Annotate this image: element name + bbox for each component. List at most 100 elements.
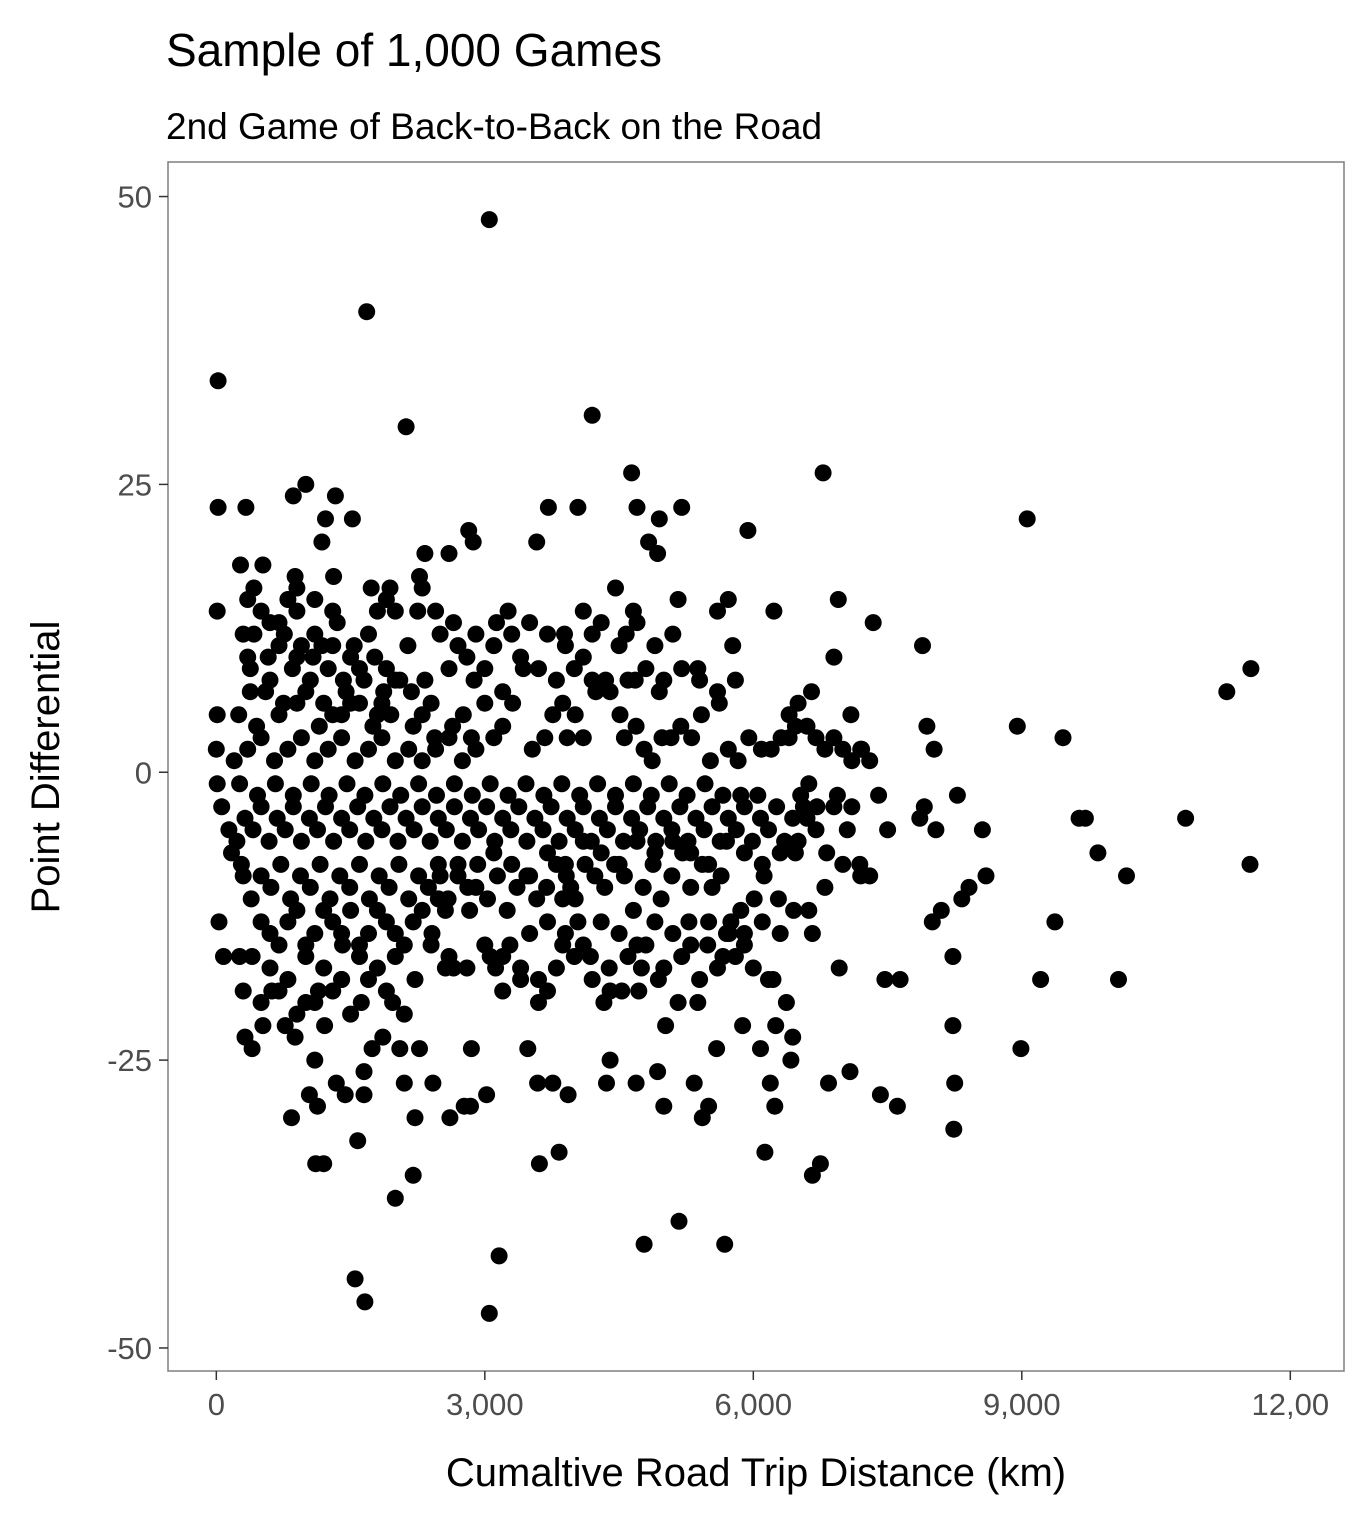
data-point-649 bbox=[503, 625, 521, 643]
data-point-0 bbox=[480, 211, 498, 229]
x-tick-label-2: 6,000 bbox=[715, 1387, 793, 1422]
data-point-461 bbox=[400, 740, 418, 758]
data-point-380 bbox=[510, 798, 528, 816]
data-point-285 bbox=[800, 901, 818, 919]
data-point-627 bbox=[655, 671, 673, 689]
data-point-516 bbox=[234, 867, 252, 885]
data-point-74 bbox=[1110, 971, 1127, 988]
data-point-585 bbox=[753, 913, 771, 931]
data-point-453 bbox=[292, 729, 310, 747]
data-point-432 bbox=[499, 786, 517, 804]
data-point-42 bbox=[864, 614, 882, 632]
data-point-343 bbox=[213, 798, 231, 816]
data-point-21 bbox=[313, 533, 331, 551]
data-point-651 bbox=[467, 625, 485, 643]
data-point-502 bbox=[252, 602, 270, 620]
data-point-282 bbox=[960, 878, 978, 896]
data-point-486 bbox=[270, 637, 288, 655]
data-point-538 bbox=[306, 994, 324, 1011]
data-point-480 bbox=[319, 660, 337, 678]
data-point-427 bbox=[589, 775, 607, 793]
data-point-245 bbox=[611, 706, 629, 724]
data-point-539 bbox=[324, 982, 342, 1000]
data-point-498 bbox=[333, 706, 351, 724]
data-point-514 bbox=[427, 602, 445, 620]
data-point-559 bbox=[512, 959, 530, 977]
data-point-544 bbox=[234, 982, 252, 1000]
data-point-99 bbox=[356, 1293, 374, 1311]
data-point-361 bbox=[357, 832, 375, 850]
data-point-280 bbox=[923, 913, 941, 931]
data-point-568 bbox=[673, 948, 691, 965]
data-point-78 bbox=[944, 948, 962, 965]
data-point-455 bbox=[319, 740, 337, 758]
data-point-604 bbox=[735, 844, 753, 862]
data-point-529 bbox=[279, 971, 297, 988]
data-point-412 bbox=[768, 798, 786, 816]
data-point-623 bbox=[726, 671, 744, 689]
data-point-452 bbox=[279, 740, 297, 758]
data-point-7 bbox=[209, 498, 227, 516]
data-point-233 bbox=[494, 717, 512, 735]
data-point-545 bbox=[261, 925, 279, 942]
data-point-537 bbox=[288, 1005, 306, 1023]
data-point-493 bbox=[239, 648, 257, 666]
data-point-632 bbox=[565, 660, 583, 678]
data-point-301 bbox=[624, 901, 642, 919]
data-point-174 bbox=[462, 1040, 480, 1058]
data-point-536 bbox=[270, 982, 288, 1000]
data-point-96 bbox=[490, 1247, 508, 1265]
data-point-630 bbox=[601, 683, 619, 701]
data-point-138 bbox=[752, 1040, 769, 1058]
data-point-273 bbox=[879, 821, 897, 839]
data-point-327 bbox=[370, 867, 388, 885]
data-point-132 bbox=[685, 1074, 703, 1092]
data-point-239 bbox=[554, 694, 572, 712]
data-point-116 bbox=[406, 1109, 424, 1127]
chart-title: Sample of 1,000 Games bbox=[166, 24, 662, 76]
data-point-59 bbox=[842, 706, 860, 724]
data-point-528 bbox=[261, 959, 279, 977]
data-point-451 bbox=[266, 752, 283, 770]
data-point-70 bbox=[1177, 809, 1195, 827]
data-point-283 bbox=[816, 878, 834, 896]
data-point-275 bbox=[927, 821, 945, 839]
data-point-97 bbox=[480, 1304, 498, 1322]
data-point-166 bbox=[530, 994, 547, 1011]
data-point-25 bbox=[649, 545, 667, 562]
data-point-269 bbox=[838, 821, 856, 839]
data-point-420 bbox=[714, 786, 732, 804]
data-point-414 bbox=[784, 809, 802, 827]
data-point-120 bbox=[462, 1097, 479, 1115]
data-point-640 bbox=[664, 625, 682, 643]
data-point-434 bbox=[463, 786, 481, 804]
data-point-320 bbox=[439, 890, 457, 908]
data-point-30 bbox=[254, 556, 272, 574]
data-point-90 bbox=[811, 1155, 829, 1173]
data-point-156 bbox=[632, 959, 650, 977]
data-point-481 bbox=[337, 683, 355, 701]
data-point-201 bbox=[207, 740, 225, 758]
data-point-73 bbox=[1241, 855, 1259, 873]
data-point-553 bbox=[404, 913, 422, 931]
x-tick-label-3: 9,000 bbox=[983, 1387, 1061, 1422]
data-point-192 bbox=[276, 1017, 294, 1035]
data-point-428 bbox=[571, 786, 589, 804]
data-point-286 bbox=[785, 901, 803, 919]
data-point-9 bbox=[297, 475, 315, 493]
data-point-385 bbox=[550, 832, 568, 850]
data-point-620 bbox=[843, 752, 861, 770]
y-tick-label-3: -25 bbox=[107, 1043, 152, 1078]
data-point-331 bbox=[331, 867, 349, 885]
data-point-363 bbox=[373, 821, 391, 839]
data-point-47 bbox=[669, 591, 687, 608]
data-point-524 bbox=[377, 913, 395, 931]
data-point-36 bbox=[607, 579, 624, 597]
data-point-582 bbox=[700, 913, 718, 931]
data-point-482 bbox=[355, 671, 373, 689]
data-point-491 bbox=[360, 625, 377, 643]
data-point-254 bbox=[692, 706, 710, 724]
data-point-633 bbox=[547, 671, 565, 689]
data-point-23 bbox=[640, 533, 658, 551]
data-point-6 bbox=[814, 464, 832, 482]
